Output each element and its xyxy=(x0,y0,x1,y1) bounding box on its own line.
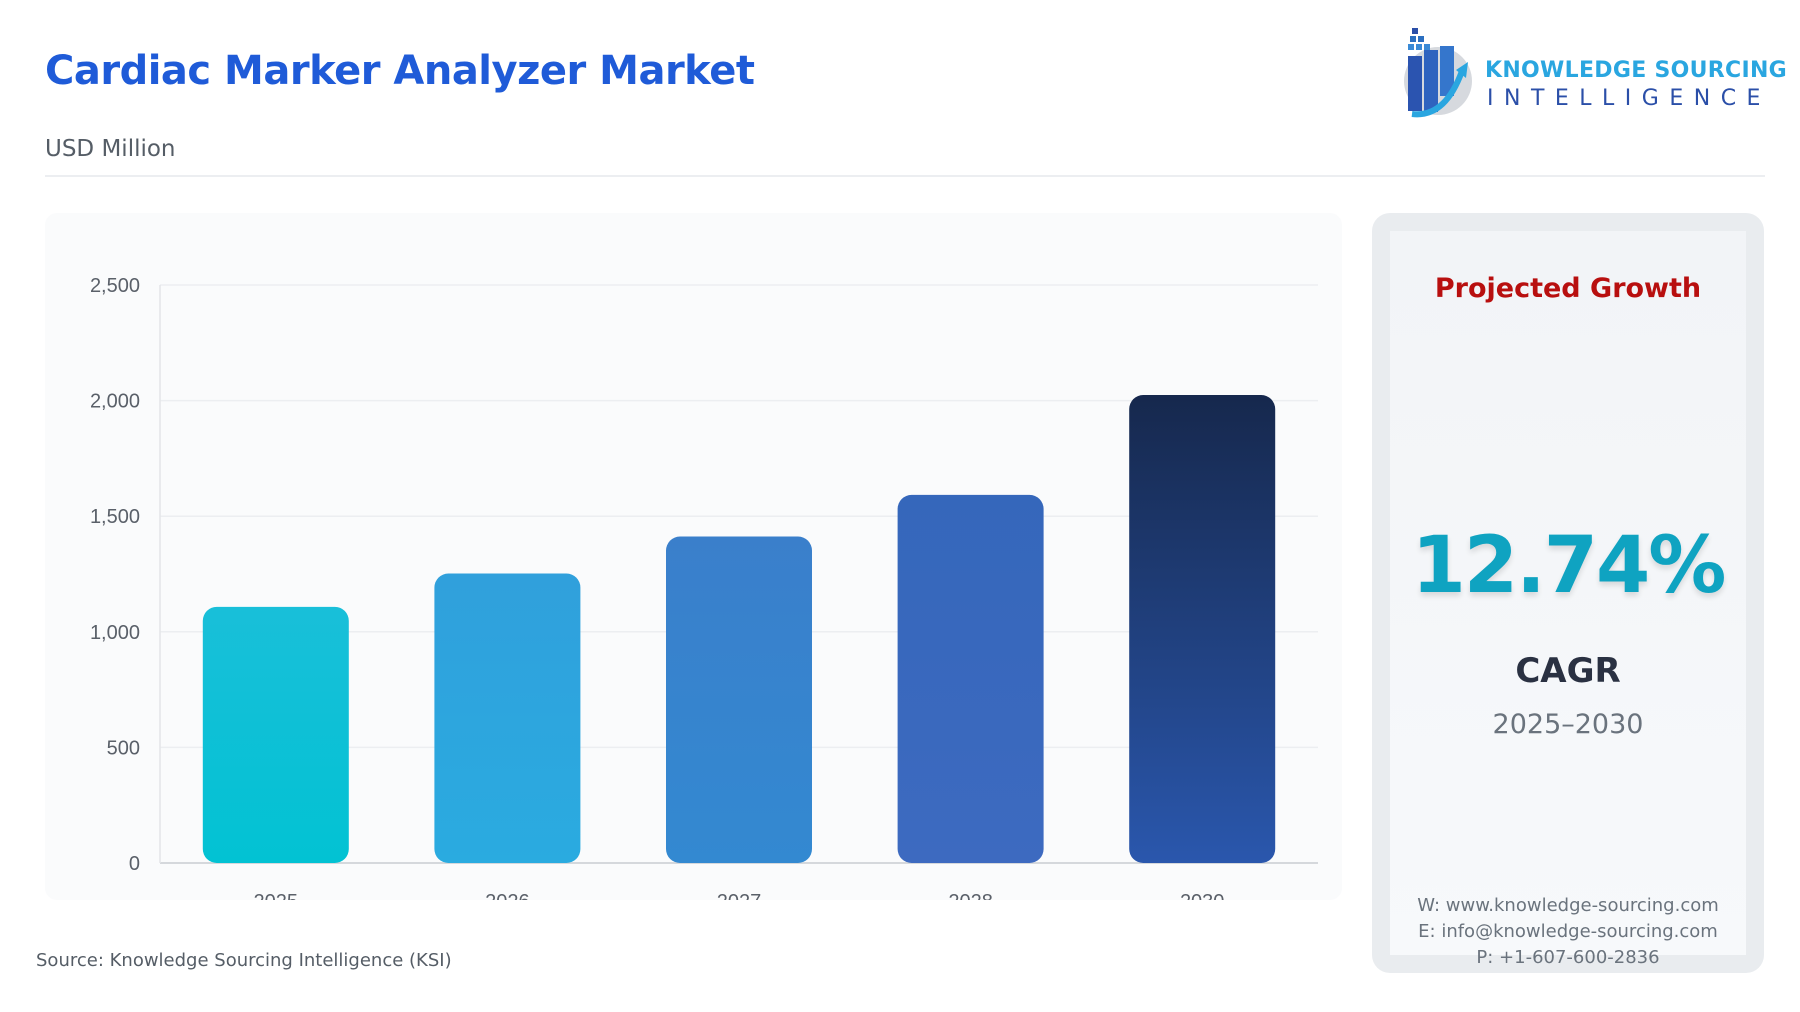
bar-2026 xyxy=(434,573,581,863)
x-tick-label: 2026 xyxy=(485,891,530,900)
logo-text-line2: INTELLIGENCE xyxy=(1487,86,1771,111)
contact-email: E: info@knowledge-sourcing.com xyxy=(1418,921,1718,942)
cagr-label: CAGR xyxy=(1515,651,1621,691)
x-tick-label: 2030 xyxy=(1180,891,1225,900)
source-note: Source: Knowledge Sourcing Intelligence … xyxy=(36,950,452,971)
divider xyxy=(45,175,1765,177)
cagr-value: 12.74% xyxy=(1411,521,1727,611)
x-tick-label: 2025 xyxy=(254,891,299,900)
unit-label: USD Million xyxy=(45,136,176,162)
page-title: Cardiac Marker Analyzer Market xyxy=(45,48,755,94)
y-tick-label: 2,000 xyxy=(90,391,140,413)
contact-website: W: www.knowledge-sourcing.com xyxy=(1417,895,1719,916)
x-tick-label: 2028 xyxy=(948,891,993,900)
projected-growth-heading: Projected Growth xyxy=(1434,273,1702,304)
company-logo: KNOWLEDGE SOURCING INTELLIGENCE xyxy=(1400,26,1787,121)
logo-text-line1: KNOWLEDGE SOURCING xyxy=(1485,58,1788,83)
contact-phone: P: +1-607-600-2836 xyxy=(1476,947,1660,968)
chart-card: 0 500 1,000 1,500 2,000 2,500 2025 2026 2027 2028… xyxy=(45,213,1342,900)
bar-chart: 0 500 1,000 1,500 2,000 2,500 2025 2026 2027 2028… xyxy=(90,275,1318,900)
bar-2025 xyxy=(202,606,349,863)
bar-2027 xyxy=(666,536,812,863)
growth-panel: Projected Growth 12.74% CAGR 2025–2030 W… xyxy=(1372,213,1764,973)
cagr-period: 2025–2030 xyxy=(1492,709,1644,740)
y-tick-label: 1,500 xyxy=(90,506,140,528)
y-tick-label: 500 xyxy=(107,737,140,759)
logo-icon xyxy=(1404,28,1472,118)
bar-2030 xyxy=(1129,395,1276,863)
bar-2028 xyxy=(897,494,1044,863)
x-tick-label: 2027 xyxy=(717,891,762,900)
y-tick-label: 0 xyxy=(129,853,140,875)
y-tick-label: 2,500 xyxy=(90,275,140,297)
y-tick-label: 1,000 xyxy=(90,622,140,644)
